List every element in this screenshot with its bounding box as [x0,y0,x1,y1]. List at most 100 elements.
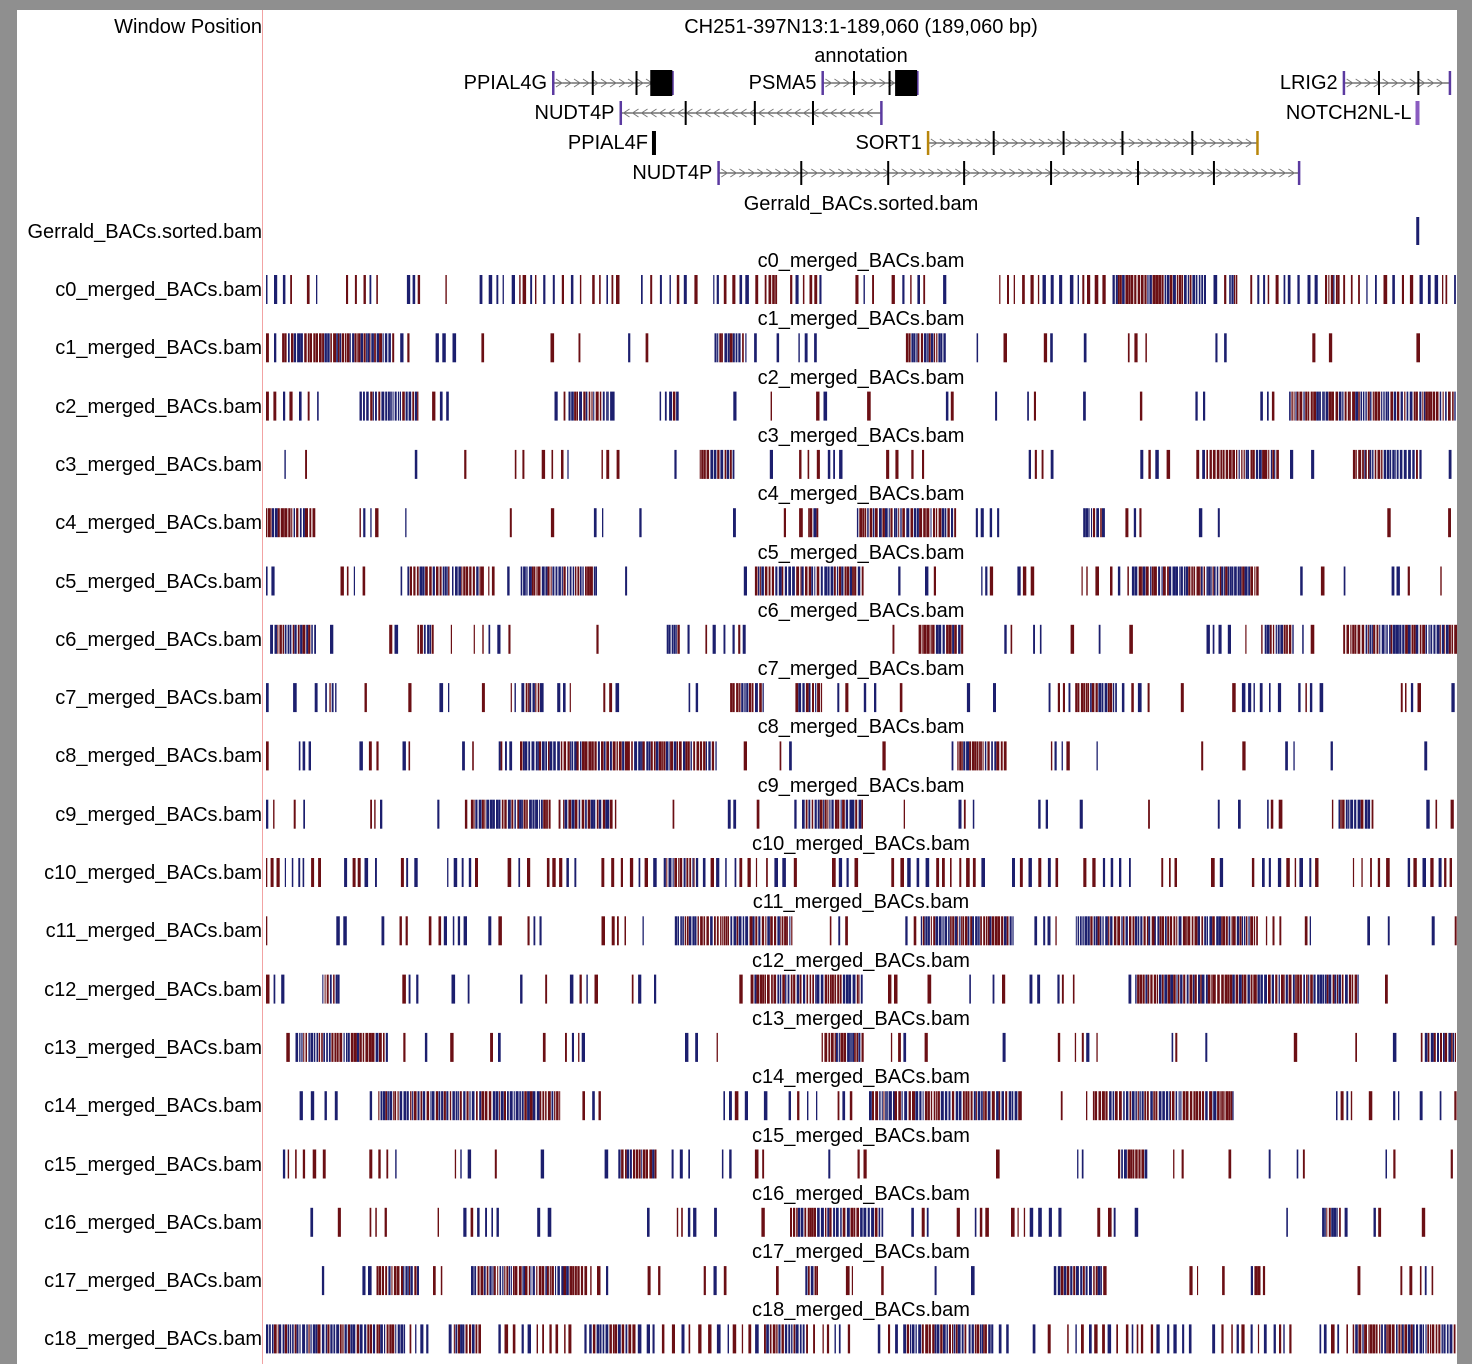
coverage-bar [401,1266,403,1296]
gene-label[interactable]: PPIAL4G [463,72,548,94]
track-label[interactable]: c18_merged_BACs.bam [44,1328,262,1351]
coverage-bar [552,275,555,304]
coverage-bar [1242,566,1245,596]
coverage-bar [814,799,817,829]
coverage-track [310,1207,1426,1237]
coverage-bar [1415,624,1419,654]
coverage-bar [1158,275,1161,304]
coverage-bar [1345,974,1348,1004]
coverage-bar [744,1091,748,1121]
track-label[interactable]: c10_merged_BACs.bam [44,862,262,884]
coverage-bar [568,799,572,829]
coverage-bar [875,1091,879,1121]
coverage-bar [1146,916,1149,946]
coverage-bar [593,508,597,538]
coverage-bar [1277,624,1280,654]
coverage-bar [1017,566,1021,596]
gene-label[interactable]: PPIAL4F [567,132,648,154]
gene-label[interactable]: NUDT4P [632,162,713,184]
gene-model[interactable] [821,70,919,96]
coverage-bar [895,1324,898,1354]
coverage-bar [1180,566,1183,596]
coverage-bar [580,741,582,771]
coverage-bar [362,566,366,596]
track-label[interactable]: c13_merged_BACs.bam [44,1036,262,1059]
coverage-bar [469,1091,471,1121]
coverage-bar [1441,624,1444,654]
coverage-bar [587,799,591,829]
coverage-bar [1004,624,1007,654]
coverage-bar [688,916,692,946]
coverage-bar [985,916,988,946]
gene-model[interactable] [619,101,883,125]
coverage-bar [461,566,463,596]
coverage-bar [1384,1324,1387,1354]
gene-model[interactable] [1415,101,1420,125]
track-label[interactable]: c1_merged_BACs.bam [55,337,262,360]
track-label[interactable]: c11_merged_BACs.bam [45,920,262,943]
coverage-bar [344,858,348,887]
track-label[interactable]: c12_merged_BACs.bam [44,978,262,1001]
track-label[interactable]: c5_merged_BACs.bam [55,570,262,593]
coverage-bar [266,683,269,713]
coverage-bar [1340,799,1342,829]
track-label[interactable]: c2_merged_BACs.bam [55,395,262,418]
coverage-bar [1168,1091,1170,1121]
gene-model[interactable] [1342,71,1452,95]
track-label[interactable]: c15_merged_BACs.bam [44,1153,262,1176]
gene-model[interactable] [717,161,1301,185]
coverage-bar [910,508,913,538]
track-label[interactable]: c8_merged_BACs.bam [55,745,262,768]
track-label[interactable]: c3_merged_BACs.bam [55,453,262,476]
coverage-bar [1435,1324,1438,1354]
coverage-bar [755,683,758,713]
coverage-bar [1227,974,1230,1004]
gene-label[interactable]: PSMA5 [748,72,817,94]
coverage-bar [900,858,904,887]
gene-model[interactable] [651,131,656,155]
coverage-bar [1236,1324,1239,1354]
coverage-bar [1241,683,1246,713]
coverage-bar [877,1324,881,1354]
coverage-bar [299,1324,301,1354]
coverage-bar [638,858,641,887]
coverage-bar [954,916,958,946]
track-label[interactable]: c7_merged_BACs.bam [55,687,262,710]
gene-label[interactable]: LRIG2 [1279,72,1338,94]
coverage-bar [888,974,892,1004]
track-label[interactable]: c0_merged_BACs.bam [55,279,262,301]
gene-model[interactable] [552,70,674,96]
coverage-bar [423,624,426,654]
coverage-bar [1217,974,1220,1004]
coverage-bar [1182,1324,1185,1354]
coverage-bar [615,683,620,713]
track-label[interactable]: c6_merged_BACs.bam [55,628,262,651]
track-label[interactable]: c16_merged_BACs.bam [44,1211,262,1234]
coverage-bar [1216,449,1220,479]
coverage-bar [775,566,778,596]
coverage-bar [1295,391,1297,421]
coverage-bar [807,449,810,479]
track-label[interactable]: c17_merged_BACs.bam [44,1270,262,1293]
coverage-bar [1413,391,1416,421]
gene-model[interactable] [926,131,1259,155]
gene-label[interactable]: NOTCH2NL-L [1285,102,1412,124]
track-label[interactable]: c4_merged_BACs.bam [55,512,262,535]
track-label[interactable]: c14_merged_BACs.bam [44,1095,262,1118]
gene-label[interactable]: NUDT4P [534,102,615,124]
coverage-bar [834,799,838,829]
coverage-bar [966,741,969,771]
gene-label[interactable]: SORT1 [855,132,922,154]
coverage-bar [1041,449,1044,479]
coverage-bar [1075,916,1077,946]
coverage-bar [922,1091,924,1121]
coverage-bar [808,683,811,713]
coverage-bar [852,799,855,829]
sorted-track-label[interactable]: Gerrald_BACs.sorted.bam [27,221,262,243]
track-label[interactable]: c9_merged_BACs.bam [55,803,262,826]
coverage-bar [964,916,968,946]
coverage-bar [805,1266,808,1296]
coverage-bar [551,1266,554,1296]
coverage-bar [550,566,552,596]
coverage-bar [676,391,679,421]
